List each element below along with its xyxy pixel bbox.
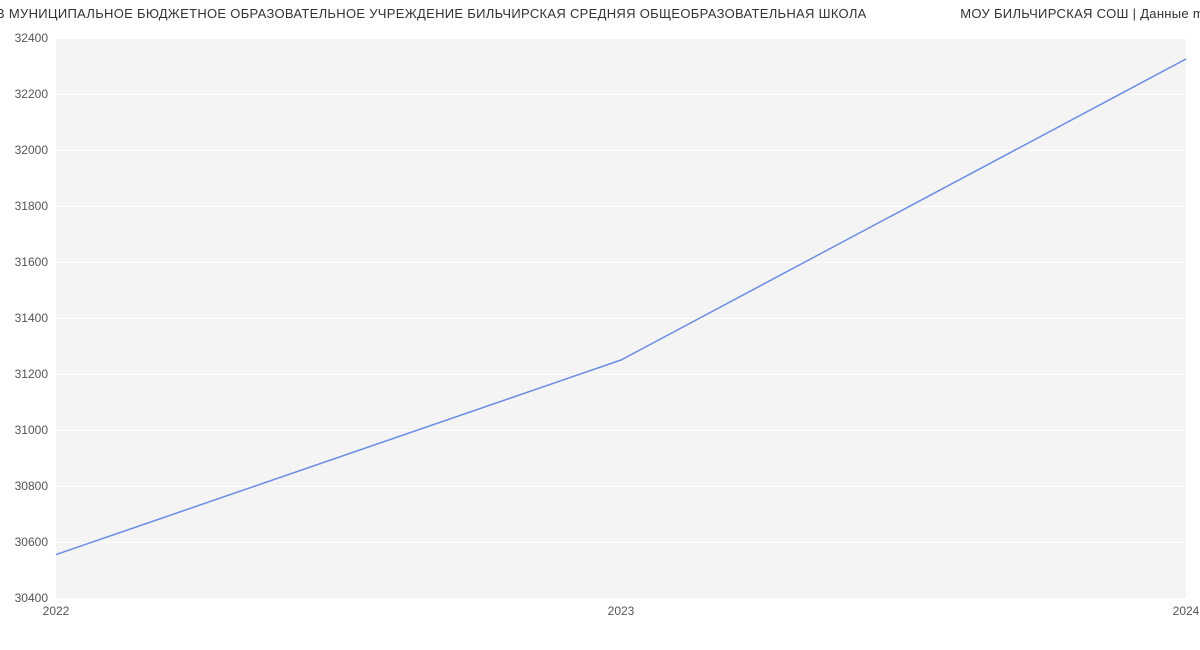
- y-tick-label: 32000: [0, 143, 48, 157]
- y-tick-label: 31400: [0, 311, 48, 325]
- header-right: МОУ БИЛЬЧИРСКАЯ СОШ | Данные m: [960, 6, 1200, 21]
- header-left: В МУНИЦИПАЛЬНОЕ БЮДЖЕТНОЕ ОБРАЗОВАТЕЛЬНО…: [0, 6, 867, 21]
- x-tick-label: 2023: [591, 604, 651, 618]
- series-line: [56, 38, 1186, 598]
- x-tick-label: 2022: [26, 604, 86, 618]
- y-tick-label: 32400: [0, 31, 48, 45]
- y-tick-label: 32200: [0, 87, 48, 101]
- y-tick-label: 31200: [0, 367, 48, 381]
- y-tick-label: 31600: [0, 255, 48, 269]
- x-tick-label: 2024: [1156, 604, 1200, 618]
- y-tick-label: 30400: [0, 591, 48, 605]
- series-polyline: [56, 59, 1186, 555]
- y-tick-label: 30800: [0, 479, 48, 493]
- line-chart: 30400 30600 30800 31000 31200 31400 31600 31800…: [0, 28, 1200, 628]
- chart-header: В МУНИЦИПАЛЬНОЕ БЮДЖЕТНОЕ ОБРАЗОВАТЕЛЬНО…: [0, 6, 1200, 26]
- y-tick-label: 30600: [0, 535, 48, 549]
- y-tick-label: 31800: [0, 199, 48, 213]
- y-tick-label: 31000: [0, 423, 48, 437]
